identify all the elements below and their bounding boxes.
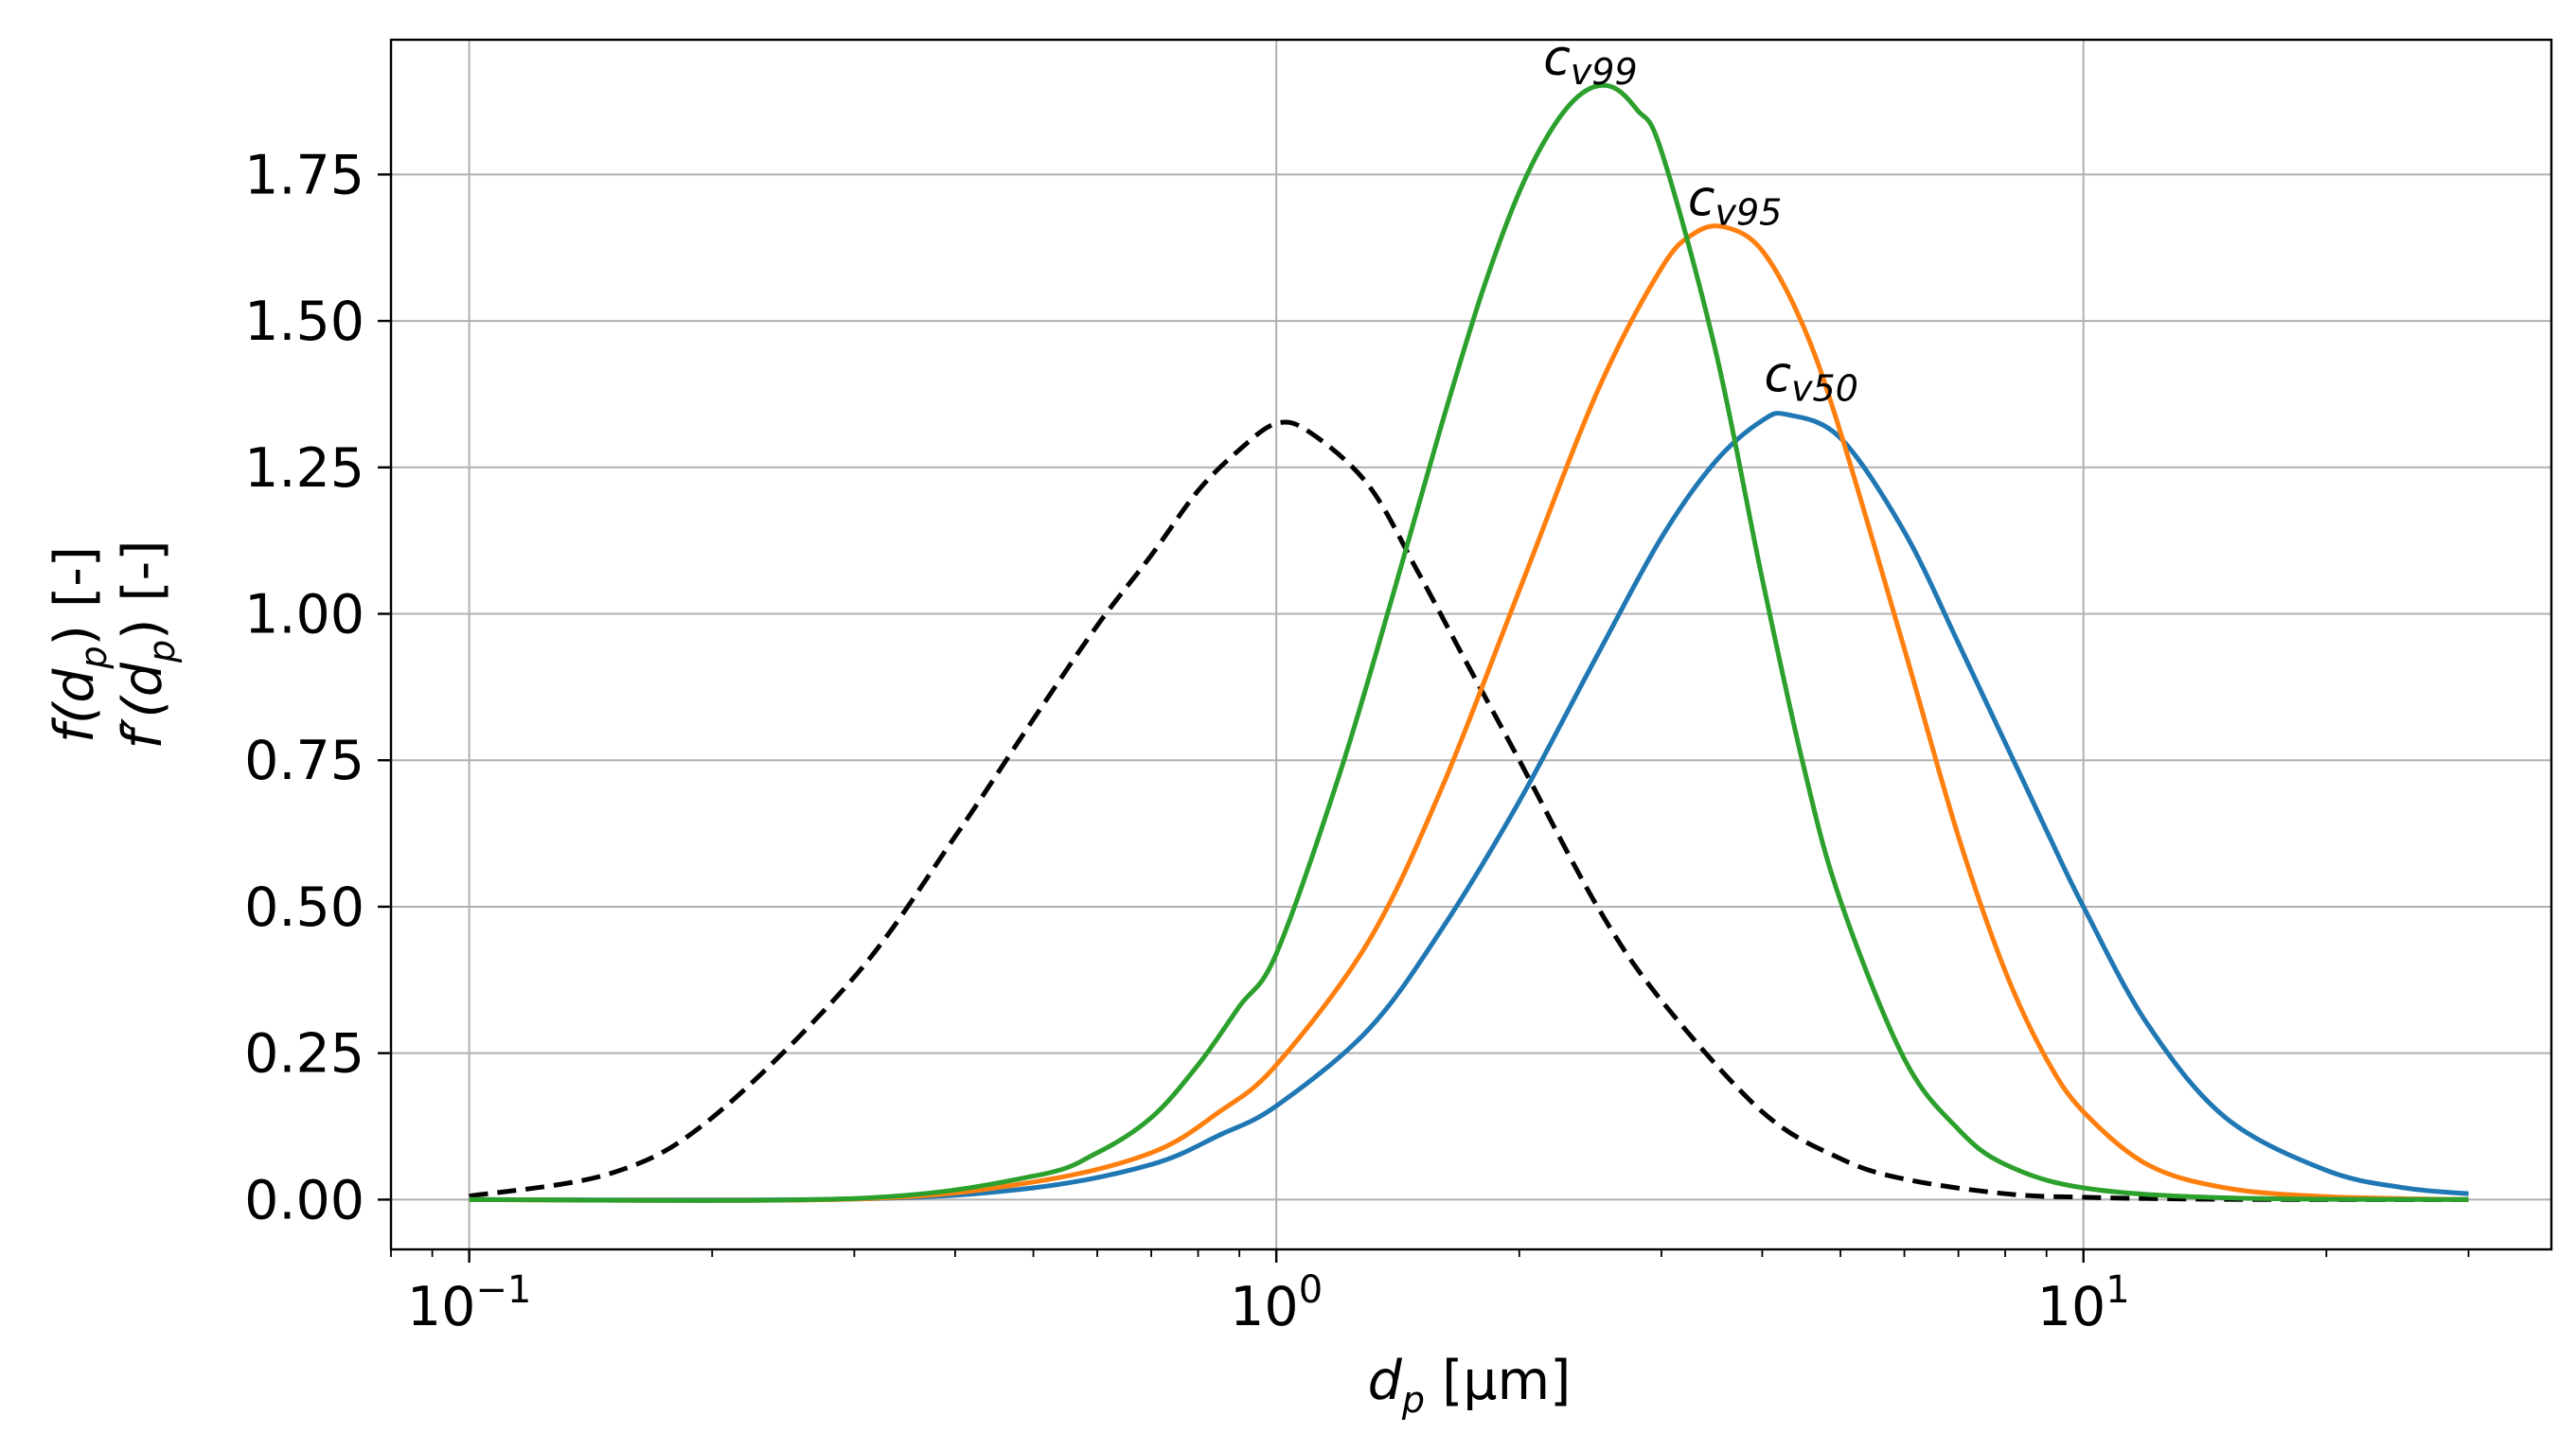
y-tick-label: 1.00 — [244, 584, 364, 646]
y-tick-label: 1.50 — [244, 291, 364, 353]
y-tick-label: 1.25 — [244, 437, 364, 500]
annotation-v95: cv95 — [1688, 171, 1782, 234]
series-line-c-v95 — [469, 223, 2469, 1203]
series-line-c-v99 — [469, 82, 2469, 1203]
annotation-v50: cv50 — [1764, 346, 1857, 409]
y-tick-label: 1.75 — [244, 144, 364, 206]
tick-layer: 0.00 0.25 0.50 0.75 1.00 1.25 1.50 1.75 10−1 100 1… — [244, 144, 2470, 1338]
series-line-c-v50 — [469, 411, 2469, 1203]
annotation-layer: cv50 cv95 cv99 — [1543, 30, 1858, 409]
y-tick-label: 0.50 — [244, 876, 364, 939]
x-tick-label: 10−1 — [407, 1268, 532, 1338]
x-tick-label: 100 — [1230, 1268, 1323, 1338]
plot-frame — [389, 38, 2553, 1251]
grid — [391, 40, 2551, 1249]
series-line-f-dp- — [469, 419, 2469, 1202]
y-tick-label: 0.00 — [244, 1169, 364, 1231]
y-axis-label-line1: f(dp) [-] — [44, 546, 115, 743]
series-layer — [469, 82, 2469, 1203]
x-axis-label: dp [μm] — [1368, 1350, 1572, 1421]
annotation-v99: cv99 — [1543, 30, 1637, 93]
y-tick-label: 0.75 — [244, 730, 364, 792]
y-axis-label-line2: f′(dp) [-] — [112, 540, 183, 750]
y-tick-label: 0.25 — [244, 1023, 364, 1086]
x-tick-label: 101 — [2037, 1268, 2130, 1338]
